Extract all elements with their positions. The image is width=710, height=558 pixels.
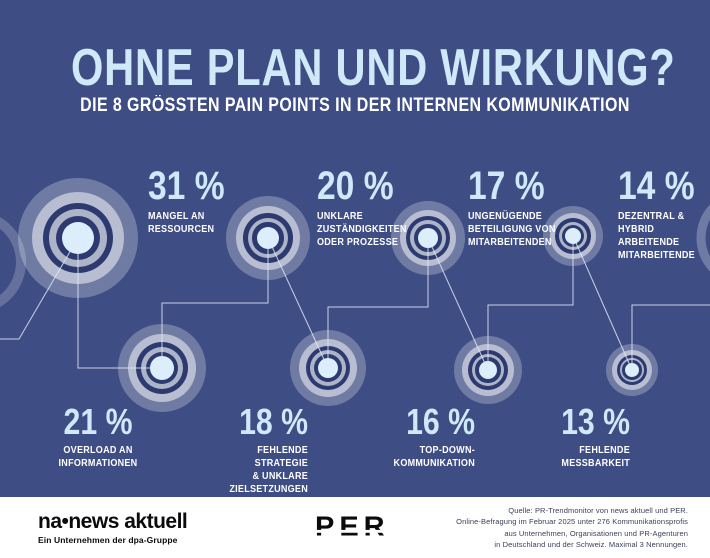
connector-line bbox=[631, 304, 710, 370]
news-aktuell-logo: na•news aktuell Ein Unternehmen der dpa-… bbox=[38, 511, 273, 545]
connector-line bbox=[487, 236, 574, 370]
pain-point-messbarkeit: 13 % FEHLENDE MESSBARKEIT bbox=[506, 404, 630, 470]
source-line: Online-Befragung im Februar 2025 unter 2… bbox=[456, 517, 688, 527]
connector-line bbox=[572, 235, 633, 371]
pain-point-label: FEHLENDE MESSBARKEIT bbox=[561, 444, 630, 470]
connector-line bbox=[77, 238, 162, 369]
pain-point-value: 18 % bbox=[239, 401, 308, 442]
pain-point-label: FEHLENDE STRATEGIE & UNKLARE ZIELSETZUNG… bbox=[229, 444, 308, 496]
source-line: in Deutschland und der Schweiz. Maximal … bbox=[494, 539, 688, 549]
pain-point-value: 14 % bbox=[618, 164, 695, 208]
page-subtitle: DIE 8 GRÖSSTEN PAIN POINTS IN DER INTERN… bbox=[80, 95, 630, 116]
dpa-gruppe-tagline: Ein Unternehmen der dpa-Gruppe bbox=[38, 534, 178, 545]
source-text: Quelle: PR-Trendmonitor von news aktuell… bbox=[456, 505, 688, 550]
pain-point-label: MANGEL AN RESSOURCEN bbox=[148, 210, 215, 236]
edge-ring-left-decoration bbox=[0, 216, 26, 308]
pain-point-strategie: 18 % FEHLENDE STRATEGIE & UNKLARE ZIELSE… bbox=[186, 404, 308, 497]
pain-point-value: 31 % bbox=[148, 164, 225, 208]
pain-point-topdown: 16 % TOP-DOWN- KOMMUNIKATION bbox=[353, 404, 475, 470]
pain-point-beteiligung: 17 % UNGENÜGENDE BETEILIGUNG VON MITARBE… bbox=[468, 166, 570, 249]
connector-line bbox=[267, 237, 329, 369]
source-line: aus Unternehmen, Organisationen und PR-A… bbox=[504, 528, 688, 538]
pain-point-label: UNGENÜGENDE BETEILIGUNG VON MITARBEITEND… bbox=[468, 210, 556, 249]
news-aktuell-wordmark: na•news aktuell bbox=[38, 509, 188, 533]
pain-point-zustaendigkeiten: 20 % UNKLARE ZUSTÄNDIGKEITEN ODER PROZES… bbox=[317, 166, 421, 249]
pain-point-label: DEZENTRAL & HYBRID ARBEITENDE MITARBEITE… bbox=[618, 210, 695, 262]
pain-point-dezentral: 14 % DEZENTRAL & HYBRID ARBEITENDE MITAR… bbox=[618, 166, 710, 263]
pain-point-value: 20 % bbox=[317, 164, 394, 208]
pain-point-label: UNKLARE ZUSTÄNDIGKEITEN ODER PROZESSE bbox=[317, 210, 407, 249]
edge-ring-right-decoration bbox=[696, 204, 710, 272]
pain-point-overload: 21 % OVERLOAD AN INFORMATIONEN bbox=[38, 404, 158, 470]
footer-bar: na•news aktuell Ein Unternehmen der dpa-… bbox=[0, 497, 710, 558]
connector-line bbox=[161, 238, 269, 368]
pain-point-label: TOP-DOWN- KOMMUNIKATION bbox=[393, 444, 475, 470]
page-title: OHNE PLAN UND WIRKUNG? bbox=[71, 39, 676, 97]
pain-point-ressourcen: 31 % MANGEL AN RESSOURCEN bbox=[148, 166, 239, 236]
pain-point-value: 21 % bbox=[63, 401, 133, 442]
connector-line bbox=[427, 237, 489, 371]
connector-line bbox=[0, 237, 79, 340]
pain-point-value: 17 % bbox=[468, 164, 545, 208]
pain-point-value: 13 % bbox=[561, 401, 630, 442]
pain-point-value: 16 % bbox=[406, 401, 475, 442]
per-logo: PER bbox=[315, 511, 390, 543]
pain-point-label: OVERLOAD AN INFORMATIONEN bbox=[58, 444, 138, 470]
connector-line bbox=[327, 238, 429, 368]
source-line: Quelle: PR-Trendmonitor von news aktuell… bbox=[508, 506, 688, 515]
